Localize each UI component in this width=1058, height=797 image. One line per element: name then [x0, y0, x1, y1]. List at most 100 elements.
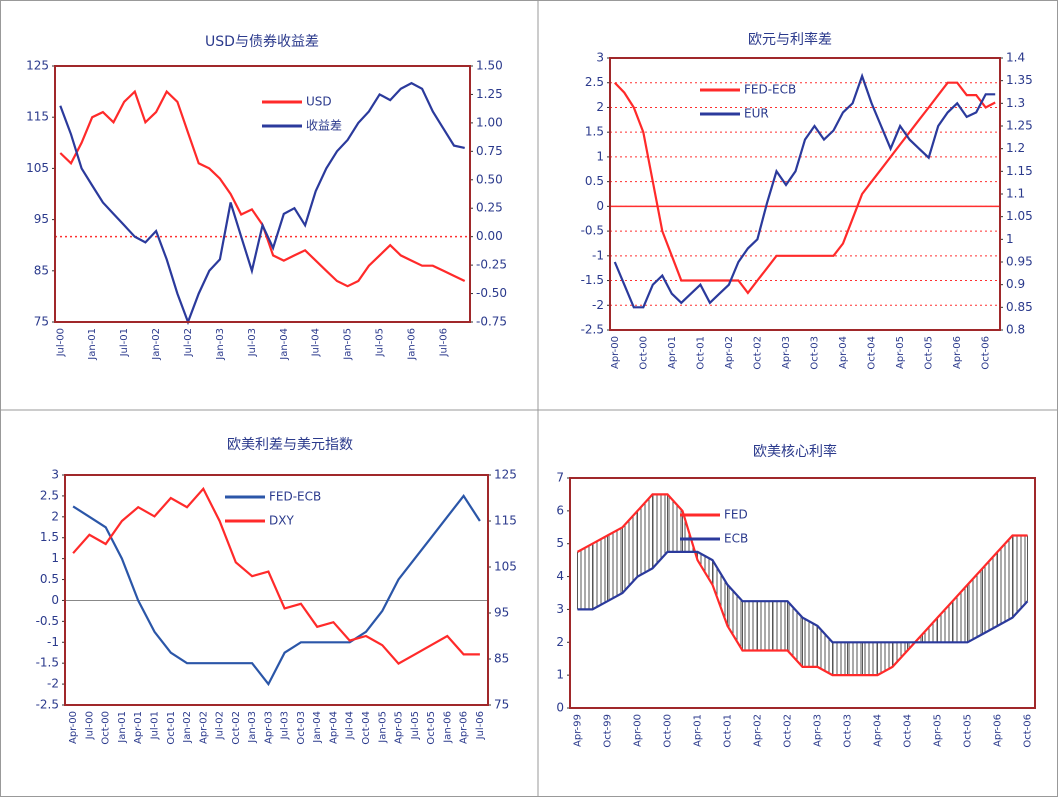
y-tick-label: 6 [556, 503, 564, 517]
y2-tick-label: 1.05 [1006, 209, 1033, 223]
plot-frame [609, 57, 1001, 331]
y-tick-label: 75 [34, 315, 49, 329]
plot-frame [569, 477, 1036, 709]
y-tick-label: 0.5 [40, 572, 59, 586]
y-tick-label: -2 [47, 677, 59, 691]
y-tick-label: -0.5 [36, 614, 59, 628]
legend-label: USD [306, 95, 332, 109]
x-tick-label: Apr-06 [952, 336, 963, 369]
x-tick-label: Apr-03 [813, 714, 824, 747]
x-tick-label: Jul-03 [247, 328, 258, 357]
x-tick-label: Apr-03 [263, 711, 274, 744]
y2-tick-label: 85 [494, 652, 509, 666]
legend-label: FED-ECB [269, 490, 321, 504]
x-tick-label: Apr-01 [133, 711, 144, 744]
x-tick-label: Oct-04 [903, 714, 914, 748]
x-tick-label: Jul-04 [345, 711, 356, 740]
x-tick-label: Oct-00 [638, 336, 649, 370]
x-tick-label: Apr-01 [693, 714, 704, 747]
series-line [577, 550, 1029, 644]
y-tick-label: 85 [34, 263, 49, 277]
x-tick-label: Apr-04 [873, 714, 884, 747]
x-tick-label: Oct-02 [752, 336, 763, 370]
x-tick-label: Jul-06 [438, 328, 449, 357]
x-tick-label: Oct-01 [723, 714, 734, 748]
x-tick-label: Apr-03 [781, 336, 792, 369]
x-tick-label: Jan-05 [343, 328, 354, 361]
y2-tick-label: -0.50 [476, 286, 507, 300]
x-tick-label: Oct-00 [101, 711, 112, 745]
x-tick-label: Oct-05 [426, 711, 437, 745]
series-line [72, 494, 481, 687]
y2-tick-label: 1.3 [1006, 96, 1025, 110]
y2-tick-label: 0.25 [476, 201, 503, 215]
y-tick-label: -2.5 [581, 323, 604, 337]
legend-label: ECB [724, 532, 748, 546]
x-tick-label: Jul-02 [215, 711, 226, 740]
x-tick-label: Jul-02 [183, 328, 194, 357]
y2-tick-label: 105 [494, 560, 517, 574]
y-tick-label: 2 [51, 509, 59, 523]
x-tick-label: Apr-99 [573, 714, 584, 747]
x-tick-label: Apr-05 [895, 336, 906, 369]
x-tick-label: Oct-01 [166, 711, 177, 745]
y2-tick-label: 0.75 [476, 144, 503, 158]
y-tick-label: 1 [51, 551, 59, 565]
legend-label: EUR [744, 107, 769, 121]
x-tick-label: Jan-02 [151, 328, 162, 361]
x-tick-label: Oct-04 [361, 711, 372, 745]
legend-label: FED [724, 508, 748, 522]
x-tick-label: Jan-03 [215, 328, 226, 361]
x-tick-label: Apr-06 [993, 714, 1004, 747]
x-tick-label: Jul-00 [84, 711, 95, 740]
y2-tick-label: 115 [494, 514, 517, 528]
y-tick-label: -1 [47, 635, 59, 649]
y2-tick-label: 1.2 [1006, 141, 1025, 155]
x-tick-label: Oct-99 [603, 714, 614, 748]
y-tick-label: 3 [596, 51, 604, 65]
x-tick-label: Jan-06 [406, 328, 417, 361]
x-tick-label: Oct-03 [296, 711, 307, 745]
x-tick-label: Apr-04 [328, 711, 339, 744]
chart-title: USD与债券收益差 [205, 34, 319, 50]
x-tick-label: Jan-06 [442, 711, 453, 744]
y-tick-label: 115 [26, 110, 49, 124]
legend-label: FED-ECB [744, 83, 796, 97]
x-tick-label: Apr-02 [724, 336, 735, 369]
x-tick-label: Jul-05 [410, 711, 421, 740]
chart-title: 欧元与利率差 [748, 31, 832, 48]
y2-tick-label: 0.9 [1006, 277, 1025, 291]
x-tick-label: Oct-01 [695, 336, 706, 370]
y-tick-label: 0 [51, 593, 59, 607]
x-tick-label: Apr-00 [610, 336, 621, 369]
x-tick-label: Apr-02 [198, 711, 209, 744]
y2-tick-label: 1.25 [1006, 119, 1033, 133]
y-tick-label: -1.5 [581, 273, 604, 287]
y-tick-label: 2 [556, 635, 564, 649]
y-tick-label: 1 [556, 668, 564, 682]
y2-tick-label: -0.75 [476, 315, 507, 329]
y-tick-label: 1.5 [585, 125, 604, 139]
y-tick-label: 0 [596, 199, 604, 213]
y-tick-label: 7 [556, 471, 564, 485]
x-tick-label: Jan-01 [117, 711, 128, 744]
series-line [613, 72, 996, 309]
x-tick-label: Apr-00 [68, 711, 79, 744]
x-tick-label: Apr-01 [667, 336, 678, 369]
x-tick-label: Jan-01 [87, 328, 98, 361]
x-tick-label: Jan-03 [247, 711, 258, 744]
x-tick-label: Jan-02 [182, 711, 193, 744]
y2-tick-label: 1.25 [476, 87, 503, 101]
x-tick-label: Apr-02 [753, 714, 764, 747]
x-tick-label: Jul-00 [55, 328, 66, 357]
x-tick-label: Jan-04 [279, 328, 290, 361]
y2-tick-label: 0.8 [1006, 323, 1025, 337]
y2-tick-label: 0.85 [1006, 300, 1033, 314]
x-tick-label: Apr-04 [838, 336, 849, 369]
y-tick-label: 0 [556, 701, 564, 715]
y-tick-label: -0.5 [581, 224, 604, 238]
y-tick-label: 2.5 [585, 75, 604, 89]
y2-tick-label: 0.95 [1006, 255, 1033, 269]
y-tick-label: 3 [556, 602, 564, 616]
